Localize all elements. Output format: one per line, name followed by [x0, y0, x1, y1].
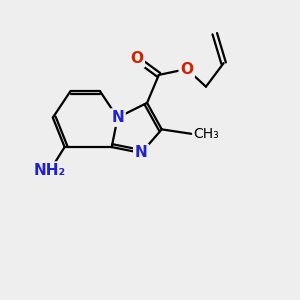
- Text: O: O: [180, 61, 193, 76]
- Text: O: O: [130, 51, 143, 66]
- Text: N: N: [111, 110, 124, 125]
- Text: NH₂: NH₂: [34, 163, 66, 178]
- Text: CH₃: CH₃: [194, 127, 219, 141]
- Text: N: N: [135, 146, 148, 160]
